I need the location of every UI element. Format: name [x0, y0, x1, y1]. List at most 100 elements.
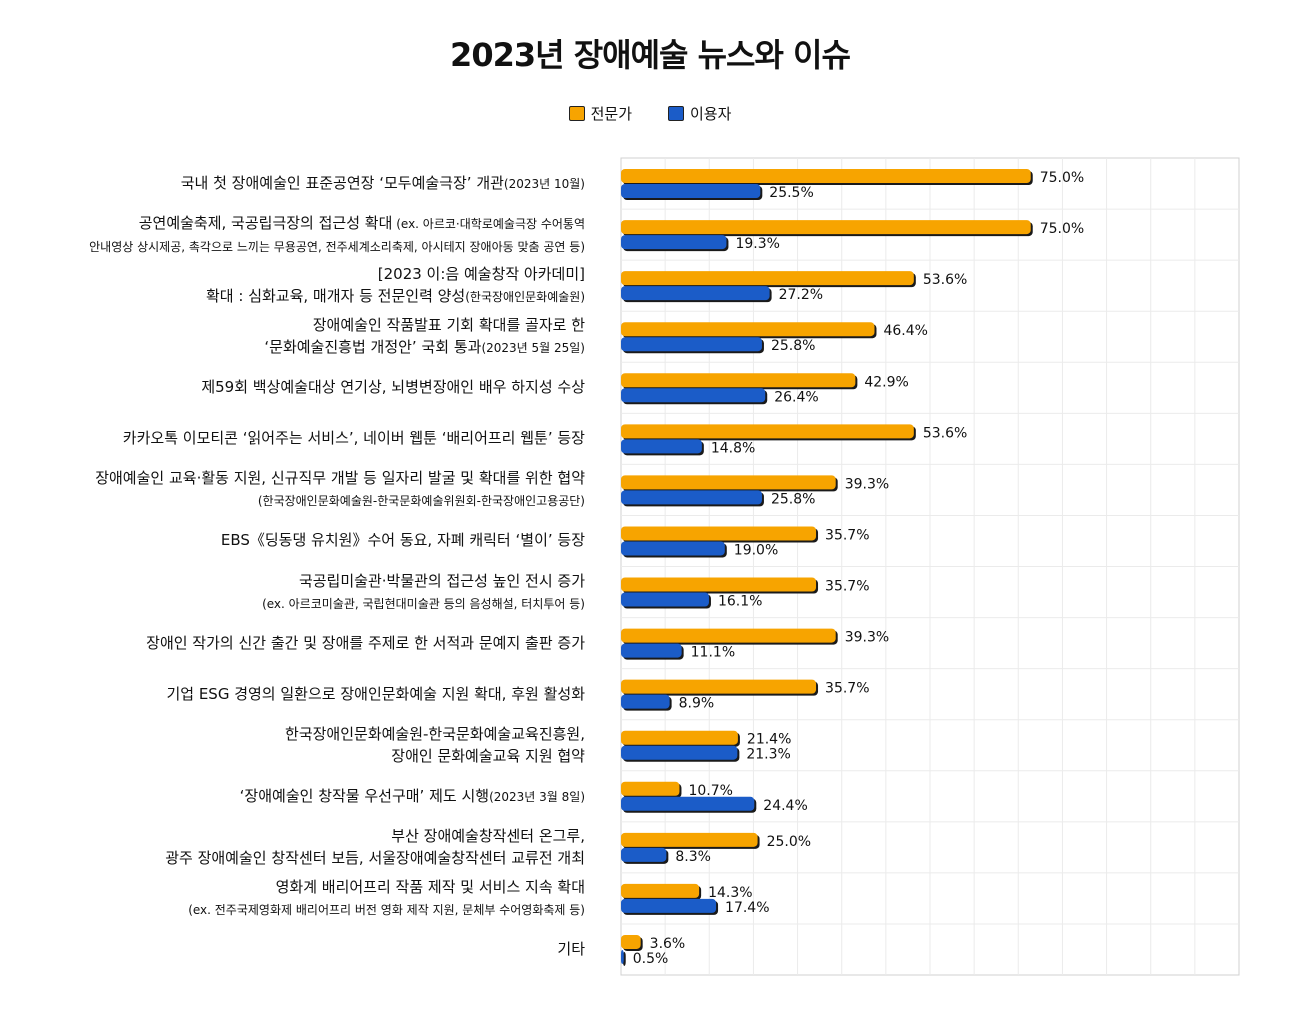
category-label-text: 한국장애인문화예술원-한국문화예술교육진흥원, [285, 724, 585, 743]
category-label-line2: 장애인 문화예술교육 지원 협약 [0, 745, 585, 767]
legend-item-expert: 전문가 [568, 103, 632, 124]
legend: 전문가 이용자 [0, 103, 1300, 124]
category-label-note: (ex. 아르코·대학로예술극장 수어통역 [392, 217, 585, 232]
category-label: 부산 장애예술창작센터 온그루, 광주 장애예술인 창작센터 보듬, 서울장애예술… [0, 825, 585, 869]
bar-user [621, 643, 682, 658]
bar-user [621, 796, 755, 811]
category-label: EBS《딩동댕 유치원》수어 동요, 자폐 캐릭터 ‘별이’ 등장 [0, 529, 585, 551]
value-label-user: 27.2% [779, 287, 823, 303]
category-label-line1: 장애예술인 작품발표 기회 확대를 골자로 한 [0, 314, 585, 336]
bar-expert [621, 373, 856, 388]
value-label-expert: 14.3% [708, 885, 752, 901]
value-label-user: 8.3% [675, 849, 711, 865]
category-label-line2: 안내영상 상시제공, 촉각으로 느끼는 무용공연, 전주세계소리축제, 아시테지… [0, 235, 585, 258]
category-label-line2: (ex. 아르코미술관, 국립현대미술관 등의 음성해설, 터치투어 등) [0, 592, 585, 615]
category-label-line1: ‘장애예술인 창작물 우선구매’ 제도 시행(2023년 3월 8일) [0, 785, 585, 808]
category-label-line1: 제59회 백상예술대상 연기상, 뇌병변장애인 배우 하지성 수상 [0, 376, 585, 398]
bar-user [621, 235, 727, 250]
bar-expert [621, 832, 758, 847]
category-label-line2: ‘문화예술진흥법 개정안’ 국회 통과(2023년 5월 25일) [0, 336, 585, 359]
value-label-user: 17.4% [725, 900, 769, 916]
bar-user [621, 847, 667, 862]
category-label-line1: 기업 ESG 경영의 일환으로 장애인문화예술 지원 확대, 후원 활성화 [0, 683, 585, 705]
bar-user [621, 490, 762, 505]
category-label-line1: 기타 [0, 938, 585, 960]
value-label-expert: 35.7% [825, 579, 869, 595]
value-label-user: 26.4% [774, 389, 818, 405]
category-label-text: 장애예술인 교육·활동 지원, 신규직무 개발 등 일자리 발굴 및 확대를 위… [95, 469, 585, 488]
value-label-user: 0.5% [633, 951, 669, 967]
category-label-note: (ex. 아르코미술관, 국립현대미술관 등의 음성해설, 터치투어 등) [262, 596, 585, 611]
category-label-line1: 국공립미술관·박물관의 접근성 높인 전시 증가 [0, 570, 585, 592]
category-label: 공연예술축제, 국공립극장의 접근성 확대 (ex. 아르코·대학로예술극장 수… [0, 212, 585, 258]
category-label-line1: 카카오톡 이모티콘 ‘읽어주는 서비스’, 네이버 웹툰 ‘배리어프리 웹툰’ … [0, 427, 585, 449]
category-label-line1: EBS《딩동댕 유치원》수어 동요, 자폐 캐릭터 ‘별이’ 등장 [0, 529, 585, 551]
value-label-user: 16.1% [718, 594, 762, 610]
value-label-expert: 53.6% [923, 272, 967, 288]
value-label-user: 19.3% [735, 236, 779, 252]
category-label-line1: 장애인 작가의 신간 출간 및 장애를 주제로 한 서적과 문예지 출판 증가 [0, 632, 585, 654]
category-label-text: 확대 : 심화교육, 매개자 등 전문인력 양성 [206, 287, 466, 306]
value-label-expert: 3.6% [650, 936, 686, 952]
value-label-expert: 35.7% [825, 681, 869, 697]
category-label: 장애예술인 교육·활동 지원, 신규직무 개발 등 일자리 발굴 및 확대를 위… [0, 467, 585, 512]
bar-expert [621, 526, 817, 541]
value-label-expert: 75.0% [1040, 221, 1084, 237]
category-label-line1: [2023 이:음 예술창작 아카데미] [0, 263, 585, 285]
category-label-text: 국내 첫 장애예술인 표준공연장 ‘모두예술극장’ 개관 [180, 174, 504, 192]
value-label-expert: 25.0% [767, 834, 811, 850]
category-label-line1: 한국장애인문화예술원-한국문화예술교육진흥원, [0, 723, 585, 745]
bar-expert [621, 679, 817, 694]
value-label-user: 25.5% [769, 185, 813, 201]
category-label-note: (ex. 전주국제영화제 배리어프리 버전 영화 제작 지원, 문체부 수어영화… [188, 902, 585, 917]
category-label-text: 광주 장애예술인 창작센터 보듬, 서울장애예술창작센터 교류전 개최 [165, 848, 585, 867]
legend-swatch-expert [568, 106, 585, 121]
value-label-user: 25.8% [771, 491, 815, 507]
category-label-text: 제59회 백상예술대상 연기상, 뇌병변장애인 배우 하지성 수상 [201, 378, 585, 397]
value-label-expert: 21.4% [747, 732, 791, 748]
category-labels: 국내 첫 장애예술인 표준공연장 ‘모두예술극장’ 개관(2023년 10월) 공… [0, 0, 585, 1016]
bar-expert [621, 628, 836, 643]
legend-swatch-user [668, 106, 684, 121]
category-label-line1: 영화계 배리어프리 작품 제작 및 서비스 지속 확대 [0, 876, 585, 898]
value-label-expert: 42.9% [864, 374, 908, 390]
category-label: 장애예술인 작품발표 기회 확대를 골자로 한 ‘문화예술진흥법 개정안’ 국회 … [0, 314, 585, 359]
category-label-note: (2023년 3월 8일) [489, 789, 585, 804]
chart-title: 2023년 장애예술 뉴스와 이슈 [450, 36, 851, 74]
category-label-note: (2023년 10월) [503, 177, 585, 191]
legend-item-user: 이용자 [668, 103, 731, 124]
category-label-text: 공연예술축제, 국공립극장의 접근성 확대 [138, 214, 393, 233]
value-label-user: 8.9% [679, 696, 715, 712]
bar-user [621, 388, 766, 403]
category-label-text: 영화계 배리어프리 작품 제작 및 서비스 지속 확대 [275, 877, 585, 896]
category-label-text: 국공립미술관·박물관의 접근성 높인 전시 증가 [298, 571, 585, 590]
category-label-text: 부산 장애예술창작센터 온그루, [391, 826, 585, 845]
category-label: 장애인 작가의 신간 출간 및 장애를 주제로 한 서적과 문예지 출판 증가 [0, 632, 585, 654]
category-label-line1: 국내 첫 장애예술인 표준공연장 ‘모두예술극장’ 개관(2023년 10월) [0, 172, 585, 195]
category-label-line2: 광주 장애예술인 창작센터 보듬, 서울장애예술창작센터 교류전 개최 [0, 847, 585, 869]
bar-user [621, 184, 761, 198]
legend-label-expert: 전문가 [590, 105, 632, 123]
category-label: [2023 이:음 예술창작 아카데미] 확대 : 심화교육, 매개자 등 전문인… [0, 263, 585, 308]
category-label-note: (한국장애인문화예술원-한국문화예술위원회-한국장애인고용공단) [257, 494, 585, 509]
bar-expert [621, 475, 836, 490]
category-label-note: (한국장애인문화예술원) [465, 290, 585, 305]
category-label: 국공립미술관·박물관의 접근성 높인 전시 증가 (ex. 아르코미술관, 국립현… [0, 570, 585, 615]
value-label-user: 14.8% [711, 440, 755, 456]
category-label-text: 기업 ESG 경영의 일환으로 장애인문화예술 지원 확대, 후원 활성화 [166, 684, 585, 703]
category-label-line2: (ex. 전주국제영화제 배리어프리 버전 영화 제작 지원, 문체부 수어영화… [0, 898, 585, 921]
value-label-expert: 39.3% [845, 630, 889, 646]
category-label-line1: 부산 장애예술창작센터 온그루, [0, 825, 585, 847]
category-label-line1: 장애예술인 교육·활동 지원, 신규직무 개발 등 일자리 발굴 및 확대를 위… [0, 467, 585, 489]
category-label: 영화계 배리어프리 작품 제작 및 서비스 지속 확대 (ex. 전주국제영화제 … [0, 876, 585, 921]
category-label-text: 기타 [557, 939, 585, 958]
bar-expert [621, 271, 914, 286]
category-label-text: 카카오톡 이모티콘 ‘읽어주는 서비스’, 네이버 웹툰 ‘배리어프리 웹툰’ … [122, 429, 585, 448]
bar-user [621, 592, 709, 607]
value-label-expert: 53.6% [923, 425, 967, 441]
category-label-text: 장애인 문화예술교육 지원 협약 [391, 746, 585, 765]
category-label-text: EBS《딩동댕 유치원》수어 동요, 자폐 캐릭터 ‘별이’ 등장 [220, 531, 585, 550]
value-label-expert: 75.0% [1040, 170, 1084, 186]
bar-user [621, 337, 762, 352]
